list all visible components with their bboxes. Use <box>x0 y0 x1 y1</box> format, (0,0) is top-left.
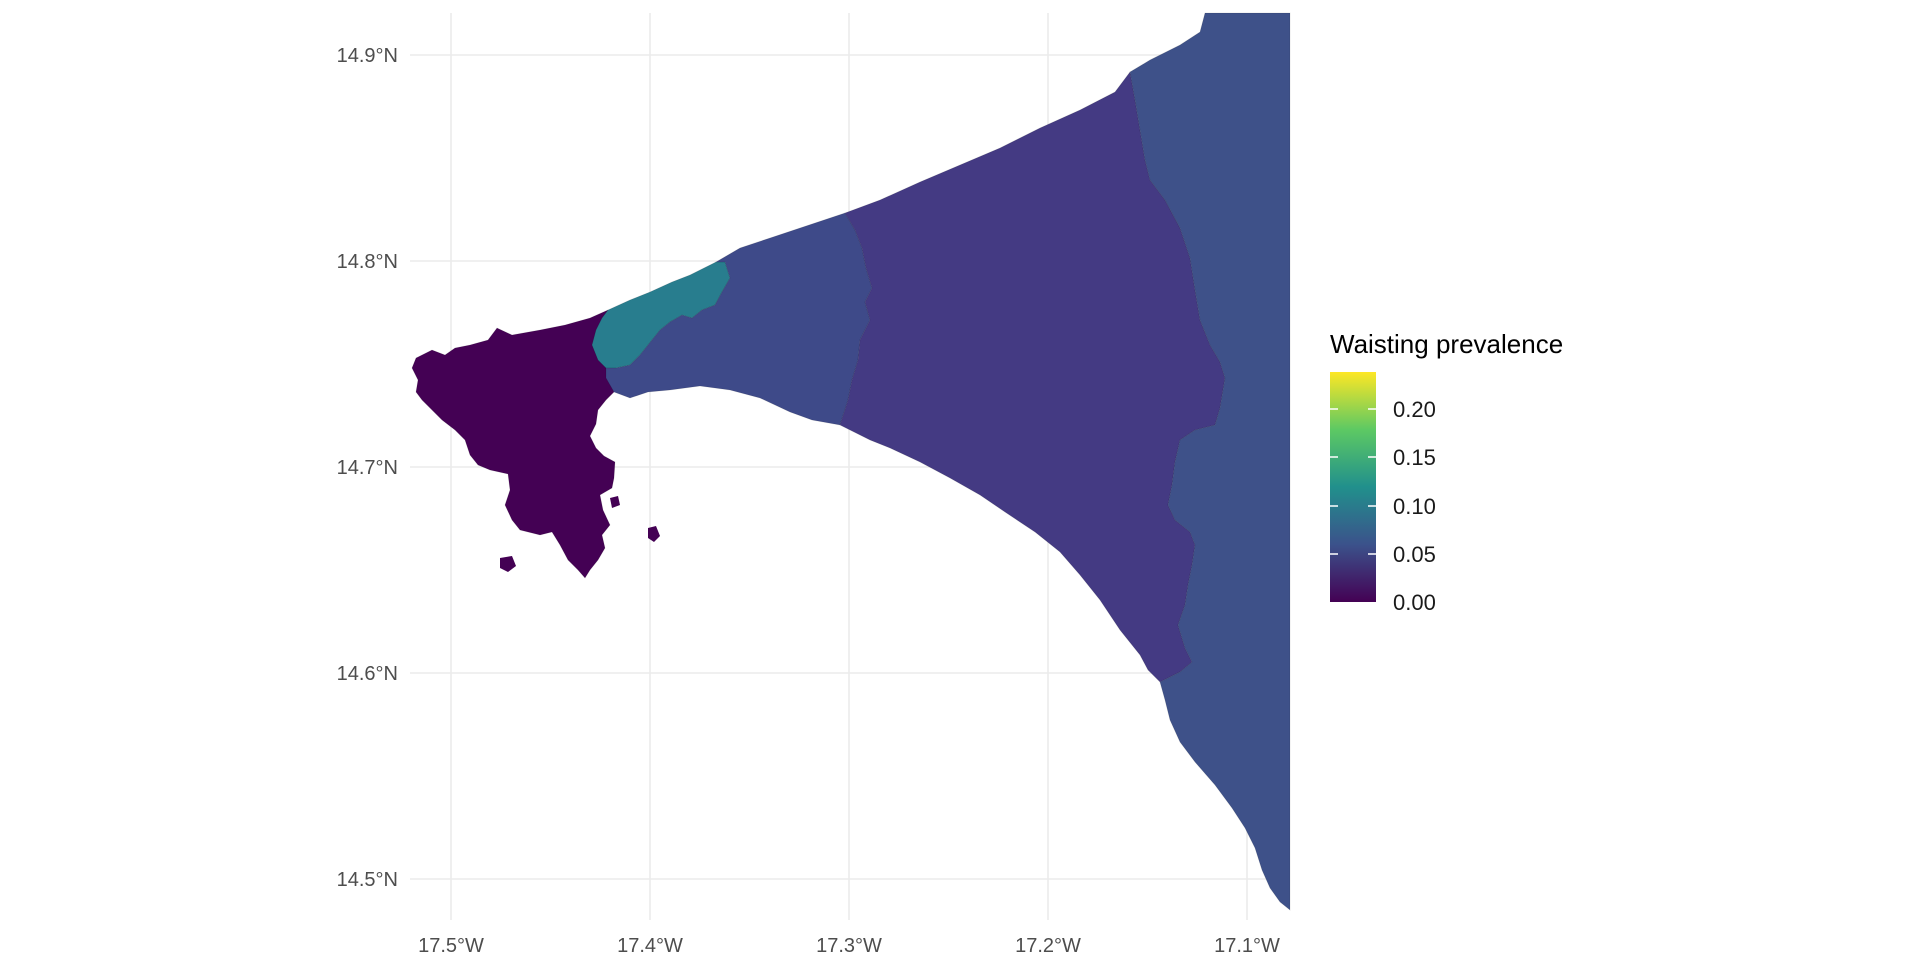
y-tick-label-3: 14.7°N <box>337 457 398 479</box>
legend-label-1: 0.20 <box>1393 397 1436 422</box>
x-tick-label-1: 17.5°W <box>418 935 484 957</box>
x-tick-label-5: 17.1°W <box>1214 935 1280 957</box>
legend-colorbar <box>1330 372 1376 602</box>
legend-label-3: 0.10 <box>1393 494 1436 519</box>
legend-label-5: 0.00 <box>1393 590 1436 615</box>
x-axis-ticks: 17.5°W 17.4°W 17.3°W 17.2°W 17.1°W <box>418 935 1280 957</box>
y-tick-label-4: 14.6°N <box>337 663 398 685</box>
y-axis-ticks: 14.9°N 14.8°N 14.7°N 14.6°N 14.5°N <box>337 45 398 891</box>
legend-label-2: 0.15 <box>1393 445 1436 470</box>
legend-label-4: 0.05 <box>1393 542 1436 567</box>
legend: Waisting prevalence 0.20 0.15 0.10 0.05 … <box>1330 329 1563 615</box>
legend-title: Waisting prevalence <box>1330 329 1563 359</box>
x-tick-label-3: 17.3°W <box>816 935 882 957</box>
island-2 <box>648 526 660 542</box>
region-dakar-west <box>411 309 616 579</box>
region-east <box>1129 12 1291 911</box>
x-tick-label-2: 17.4°W <box>617 935 683 957</box>
island-3 <box>610 496 620 508</box>
y-tick-label-2: 14.8°N <box>337 251 398 273</box>
regions-layer <box>411 12 1291 911</box>
y-tick-label-5: 14.5°N <box>337 869 398 891</box>
legend-ticks <box>1330 408 1376 555</box>
x-tick-label-4: 17.2°W <box>1015 935 1081 957</box>
region-pikine-south <box>605 212 873 426</box>
island-1 <box>500 556 516 572</box>
y-tick-label-1: 14.9°N <box>337 45 398 67</box>
